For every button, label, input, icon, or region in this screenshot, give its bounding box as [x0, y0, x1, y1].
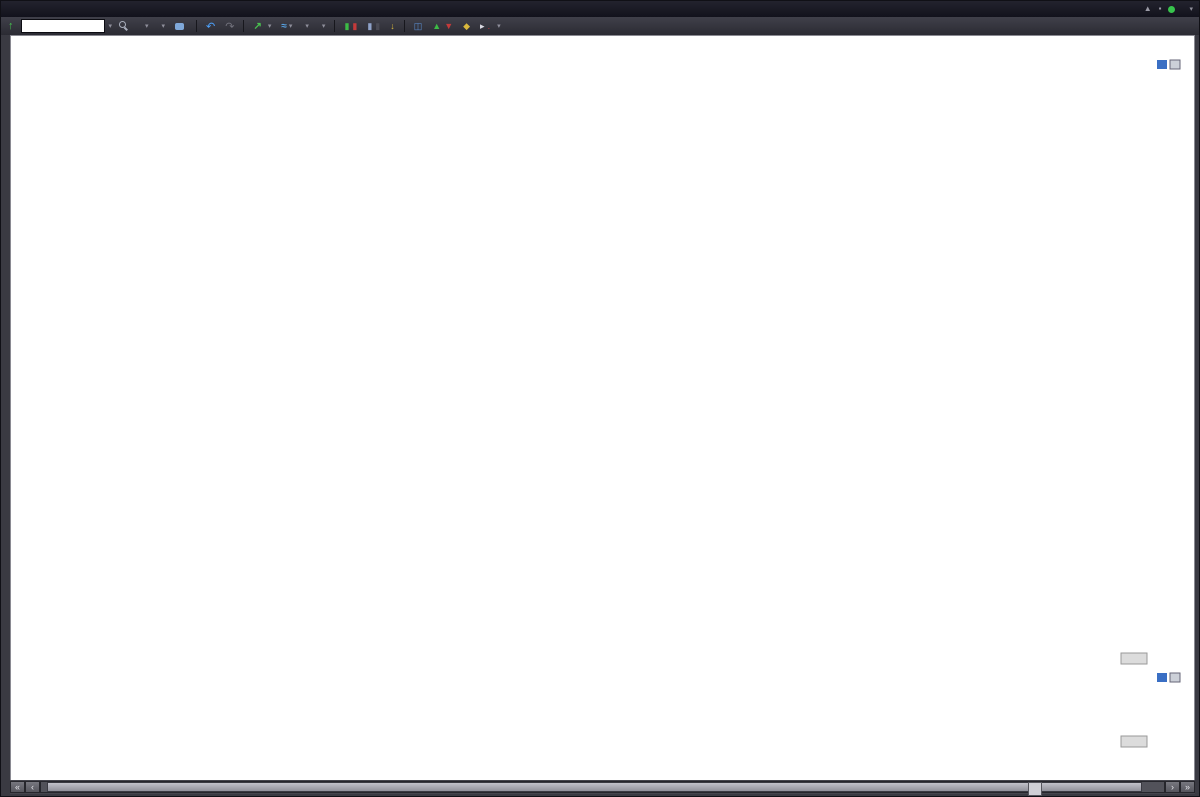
redo-icon: ↷ [225, 20, 235, 33]
chevron-down-icon: ▾ [1189, 6, 1193, 13]
chevron-down-icon: ▾ [161, 23, 166, 30]
toolbar-separator [334, 20, 336, 32]
status-dot-icon [1168, 5, 1176, 13]
scroll-far-right-button[interactable]: » [1180, 781, 1195, 793]
price-axis-auto-button[interactable] [1120, 652, 1148, 665]
symbol-search-input[interactable] [20, 19, 105, 33]
chart-panel[interactable] [10, 35, 1195, 783]
interval-dropdown[interactable]: ▾ [299, 21, 312, 31]
time-tool-button[interactable]: ◆ [460, 21, 473, 32]
search-icon [119, 21, 129, 31]
collapse-up-icon[interactable]: ▲ [1143, 4, 1152, 13]
panel-settings-icon[interactable] [1157, 673, 1167, 682]
toolbar-separator [243, 20, 245, 32]
search-button[interactable] [116, 20, 135, 32]
cursor-dot-icon: . [487, 20, 491, 31]
data-period-label [1028, 782, 1043, 796]
chevron-down-icon: ▾ [267, 23, 272, 30]
price-panel-controls [1157, 59, 1181, 70]
messenger-icon [175, 22, 185, 30]
panel-close-icon[interactable] [1169, 672, 1181, 683]
chevron-down-icon: ▾ [321, 23, 326, 30]
chevron-down-icon: ▾ [288, 23, 293, 30]
download-icon: ↓ [390, 20, 395, 31]
bar-style-icon: ▮ [367, 20, 373, 31]
chart-canvas[interactable] [11, 36, 1194, 782]
cursor-tool-button[interactable]: ▸. [477, 21, 493, 32]
toolbar-separator [196, 20, 198, 32]
triangle-up-icon: ▲ [432, 20, 442, 31]
wave-style-button[interactable]: ≈ ▾ [278, 20, 295, 33]
scrollbar-track[interactable] [40, 781, 1165, 796]
layers-button[interactable]: ◫ [411, 21, 426, 32]
waves-icon: ≈ [281, 20, 286, 32]
chart-type-bar-button[interactable]: ▮ ▮ [364, 21, 383, 32]
panel-close-icon[interactable] [1169, 59, 1181, 70]
main-toolbar: ↑ ▾ ▾ ▾ ↶ ↷ ↗ ▾ ≈ ▾ ▾ ▾ ▮ ▮ ▮ ▮ ↓ ◫ ▲ ▼ ◆ ▸. … [1, 17, 1199, 35]
undo-button[interactable]: ↶ [203, 19, 218, 34]
toolbar-overflow-icon[interactable]: ▾ [497, 23, 501, 30]
candle-up-icon: ▮ [344, 20, 350, 31]
scroll-far-left-button[interactable]: « [10, 781, 25, 793]
updown-button[interactable]: ▲ ▼ [429, 21, 456, 32]
value-axis-auto-button[interactable] [1120, 735, 1148, 748]
chevron-down-icon: ▾ [145, 23, 149, 30]
scroll-right-button[interactable]: › [1165, 781, 1180, 793]
export-button[interactable]: ↓ [387, 21, 398, 32]
chart-type-candle-button[interactable]: ▮ ▮ [341, 21, 360, 32]
hourglass-icon: ◆ [463, 20, 471, 31]
window-titlebar[interactable]: ▲ ▪ ▾ [1, 1, 1199, 17]
scrollbar-thumb[interactable] [46, 782, 1142, 796]
redo-button[interactable]: ↷ [222, 19, 237, 34]
symbol-dropdown-icon[interactable]: ▾ [108, 23, 113, 30]
cursor-icon: ▸ [480, 20, 485, 31]
trade-button[interactable]: ▾ [156, 21, 169, 31]
triangle-down-icon: ▼ [444, 20, 454, 31]
layers-icon: ◫ [413, 20, 423, 31]
toolbar-separator [403, 20, 405, 32]
share-messenger-button[interactable] [172, 22, 190, 31]
horizontal-scrollbar[interactable]: « ‹ › » [10, 780, 1195, 796]
candle-down-icon: ▮ [352, 20, 358, 31]
related-button[interactable]: ▾ [139, 21, 152, 31]
analysis-button[interactable]: ↗ ▾ [250, 20, 274, 33]
range-dropdown[interactable]: ▾ [316, 21, 329, 31]
stoch-panel-controls [1157, 672, 1181, 683]
up-arrow-icon: ↑ [8, 20, 14, 32]
bar-style-icon: ▮ [375, 20, 381, 31]
chevron-down-icon: ▾ [305, 23, 309, 30]
pin-icon[interactable]: ▪ [1158, 4, 1162, 13]
panel-settings-icon[interactable] [1157, 60, 1167, 69]
undo-icon: ↶ [206, 20, 216, 33]
analysis-chart-icon: ↗ [253, 20, 262, 32]
scroll-left-button[interactable]: ‹ [25, 781, 40, 793]
up-arrow-button[interactable]: ↑ [5, 19, 17, 33]
